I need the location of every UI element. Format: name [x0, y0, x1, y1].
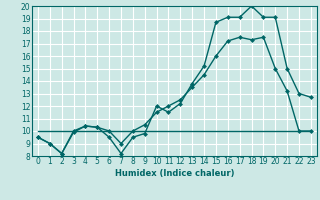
X-axis label: Humidex (Indice chaleur): Humidex (Indice chaleur): [115, 169, 234, 178]
